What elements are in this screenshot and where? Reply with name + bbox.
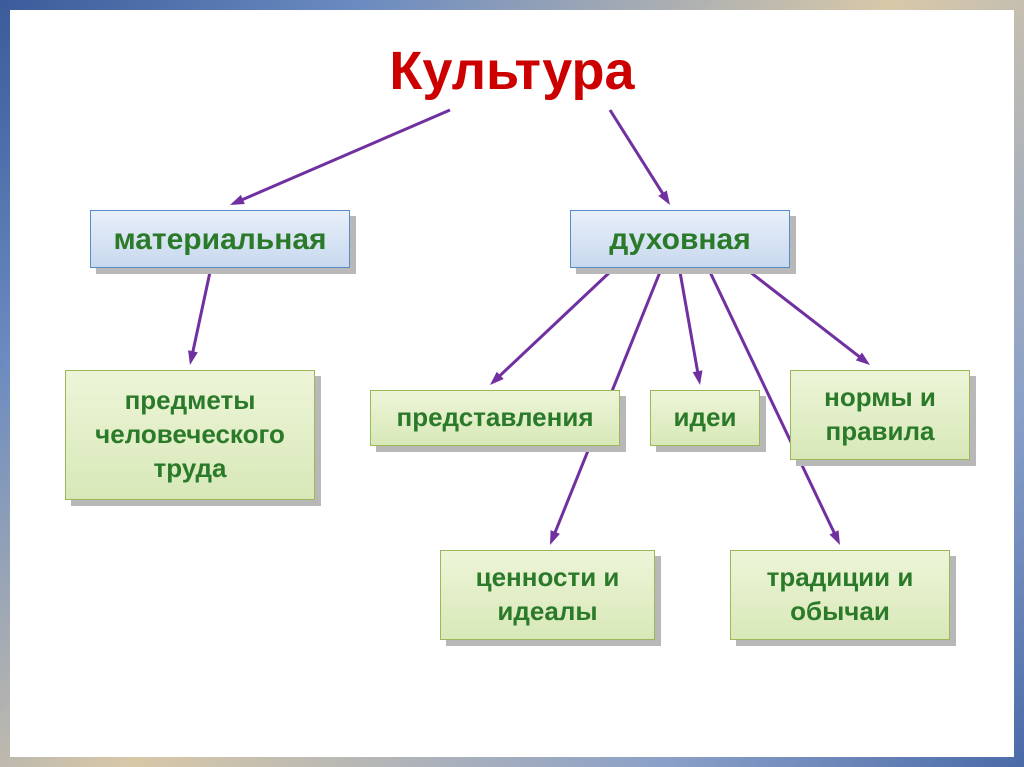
edge-line [238, 110, 450, 202]
edge-arrowhead [829, 530, 840, 545]
node-label: ценности и идеалы [440, 550, 655, 640]
node-label: идеи [650, 390, 760, 446]
node-norms: нормы и правила [790, 370, 970, 460]
node-trad: традиции и обычаи [730, 550, 950, 640]
edge-arrowhead [230, 195, 245, 205]
node-values: ценности и идеалы [440, 550, 655, 640]
node-label: материальная [90, 210, 350, 268]
edge-line [610, 110, 666, 198]
node-label: духовная [570, 210, 790, 268]
node-repr: представления [370, 390, 620, 446]
edge-arrowhead [188, 350, 198, 365]
node-label: предметы человеческого труда [65, 370, 315, 500]
edge-line [496, 272, 610, 379]
node-label: нормы и правила [790, 370, 970, 460]
node-label: представления [370, 390, 620, 446]
node-label: традиции и обычаи [730, 550, 950, 640]
node-objects: предметы человеческого труда [65, 370, 315, 500]
edge-arrowhead [856, 352, 870, 365]
diagram-canvas: Культура материальная духовная предметы че… [10, 10, 1014, 757]
edge-arrowhead [490, 372, 504, 385]
node-material: материальная [90, 210, 350, 268]
edge-line [680, 272, 699, 377]
edge-arrowhead [550, 530, 560, 545]
node-spiritual: духовная [570, 210, 790, 268]
edge-line [192, 272, 210, 357]
node-ideas: идеи [650, 390, 760, 446]
edge-arrowhead [693, 370, 703, 385]
diagram-title: Культура [389, 40, 634, 102]
edge-arrowhead [658, 190, 670, 205]
edge-line [750, 272, 863, 360]
